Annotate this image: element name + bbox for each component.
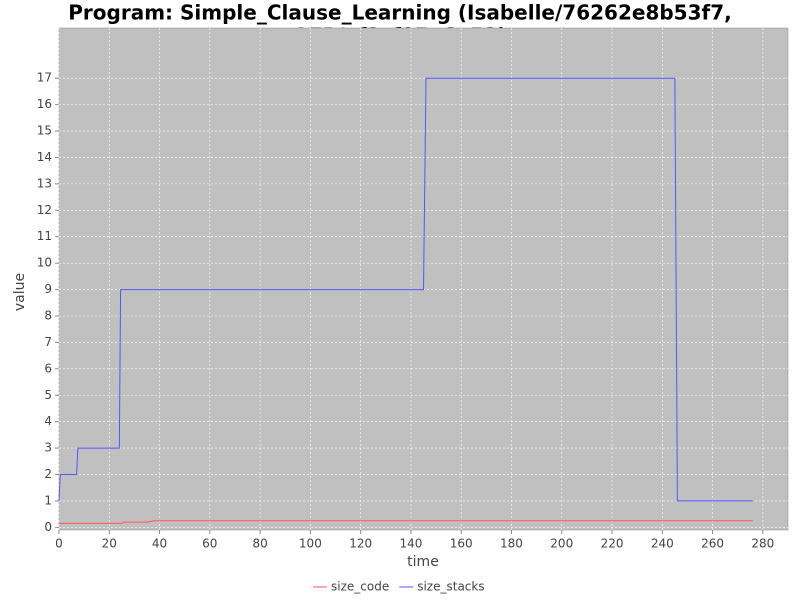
y-tick-label: 7 xyxy=(44,335,52,349)
series-line xyxy=(59,520,753,524)
x-axis-label: time xyxy=(407,554,439,570)
x-tick-label: 280 xyxy=(751,537,774,551)
x-tick-label: 60 xyxy=(202,537,217,551)
y-tick-label: 15 xyxy=(37,124,52,138)
y-tick-label: 4 xyxy=(44,414,52,428)
y-tick-label: 17 xyxy=(37,71,52,85)
y-tick-label: 13 xyxy=(37,176,52,190)
y-tick-label: 6 xyxy=(44,361,52,375)
y-tick-label: 5 xyxy=(44,388,52,402)
chart-title: Program: Simple_Clause_Learning (Isabell… xyxy=(68,1,731,25)
y-tick-label: 0 xyxy=(44,520,52,534)
x-tick-label: 240 xyxy=(651,537,674,551)
y-tick-label: 3 xyxy=(44,441,52,455)
x-tick-label: 260 xyxy=(701,537,724,551)
y-tick-label: 16 xyxy=(37,97,52,111)
legend-label: size_code xyxy=(331,580,389,594)
y-tick-label: 2 xyxy=(44,467,52,481)
y-tick-label: 9 xyxy=(44,282,52,296)
y-tick-label: 12 xyxy=(37,203,52,217)
y-tick-label: 14 xyxy=(37,150,52,164)
y-axis-label: value xyxy=(12,273,28,311)
y-tick-label: 1 xyxy=(44,493,52,507)
x-tick-label: 40 xyxy=(152,537,167,551)
series-line xyxy=(58,77,753,502)
x-tick-label: 100 xyxy=(299,537,322,551)
legend-label: size_stacks xyxy=(417,580,484,594)
x-tick-label: 120 xyxy=(349,537,372,551)
x-tick-label: 180 xyxy=(500,537,523,551)
x-tick-label: 160 xyxy=(450,537,473,551)
x-tick-label: 20 xyxy=(102,537,117,551)
x-tick-label: 80 xyxy=(252,537,267,551)
y-tick-label: 11 xyxy=(37,229,52,243)
y-tick-label: 8 xyxy=(44,308,52,322)
y-tick-label: 10 xyxy=(37,256,52,270)
x-tick-label: 200 xyxy=(550,537,573,551)
x-tick-label: 140 xyxy=(399,537,422,551)
x-tick-label: 220 xyxy=(601,537,624,551)
x-tick-label: 0 xyxy=(55,537,63,551)
